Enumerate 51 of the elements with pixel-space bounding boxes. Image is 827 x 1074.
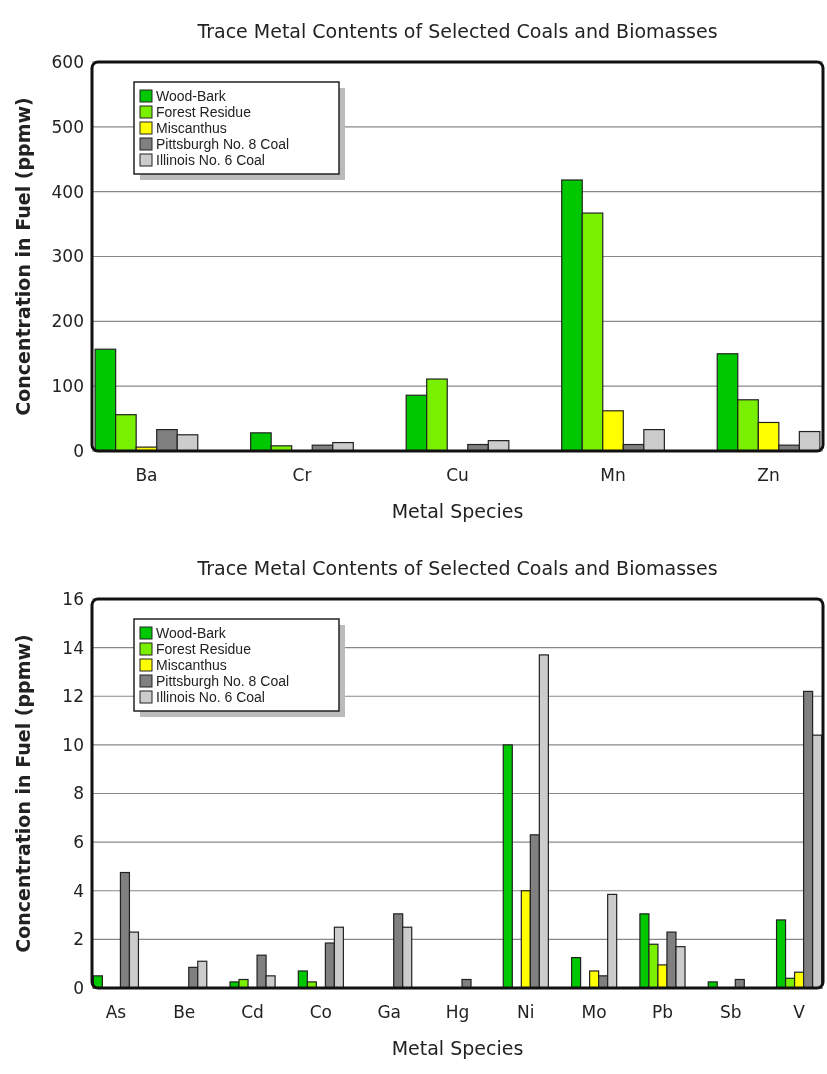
y-tick-label: 12: [62, 686, 84, 707]
x-tick-label: Co: [309, 1002, 333, 1022]
legend-label: Wood-Bark: [156, 624, 227, 641]
y-tick-label: 10: [62, 734, 84, 755]
y-tick-label: 400: [51, 181, 84, 202]
x-tick-label: Cd: [241, 1002, 264, 1022]
x-tick-label: Be: [173, 1002, 196, 1022]
x-tick-label: Cu: [446, 465, 469, 485]
x-tick-label: As: [105, 1002, 127, 1022]
x-axis-title: Metal Species: [391, 1037, 524, 1059]
y-tick-label: 500: [51, 116, 84, 137]
x-tick-label: Cr: [292, 465, 312, 485]
x-tick-label: Sb: [719, 1002, 742, 1022]
legend-label: Illinois No. 6 Coal: [156, 151, 265, 168]
y-tick-label: 14: [62, 637, 84, 658]
x-tick-label: Mo: [581, 1002, 607, 1022]
bar: [570, 957, 582, 989]
x-tick-label: V: [793, 1002, 806, 1022]
legend-label: Pittsburgh No. 8 Coal: [156, 672, 290, 689]
y-tick-label: 0: [73, 977, 84, 998]
x-tick-label: Ni: [517, 1002, 535, 1022]
y-tick-label: 4: [73, 880, 84, 901]
legend-label: Miscanthus: [156, 119, 227, 136]
x-axis-title: Metal Species: [391, 500, 524, 522]
chart-title: Trace Metal Contents of Selected Coals and Biomasses: [196, 557, 718, 579]
x-tick-label: Pb: [651, 1002, 673, 1022]
y-tick-label: 16: [62, 588, 84, 609]
x-tick-label: Zn: [757, 465, 780, 485]
x-tick-label: Ga: [377, 1002, 401, 1022]
y-tick-label: 0: [73, 440, 84, 461]
x-tick-label: Ba: [135, 465, 158, 485]
y-tick-label: 600: [51, 51, 84, 72]
legend-label: Illinois No. 6 Coal: [156, 688, 265, 705]
y-tick-label: 2: [73, 929, 84, 950]
legend-label: Wood-Bark: [156, 87, 227, 104]
bar: [502, 744, 513, 989]
x-tick-label: Mn: [600, 465, 626, 485]
y-tick-label: 100: [51, 376, 84, 397]
legend-label: Pittsburgh No. 8 Coal: [156, 135, 290, 152]
legend-label: Forest Residue: [156, 103, 252, 120]
x-tick-label: Hg: [445, 1002, 470, 1022]
y-tick-label: 8: [73, 783, 84, 804]
y-axis-title: Concentration in Fuel (ppmw): [12, 97, 34, 416]
legend-label: Miscanthus: [156, 656, 227, 673]
y-tick-label: 300: [51, 246, 84, 267]
legend-label: Forest Residue: [156, 640, 252, 657]
y-tick-label: 200: [51, 311, 84, 332]
bar: [461, 978, 472, 989]
y-tick-label: 6: [73, 832, 84, 853]
chart-title: Trace Metal Contents of Selected Coals and Biomasses: [196, 20, 718, 42]
y-axis-title: Concentration in Fuel (ppmw): [12, 634, 34, 953]
